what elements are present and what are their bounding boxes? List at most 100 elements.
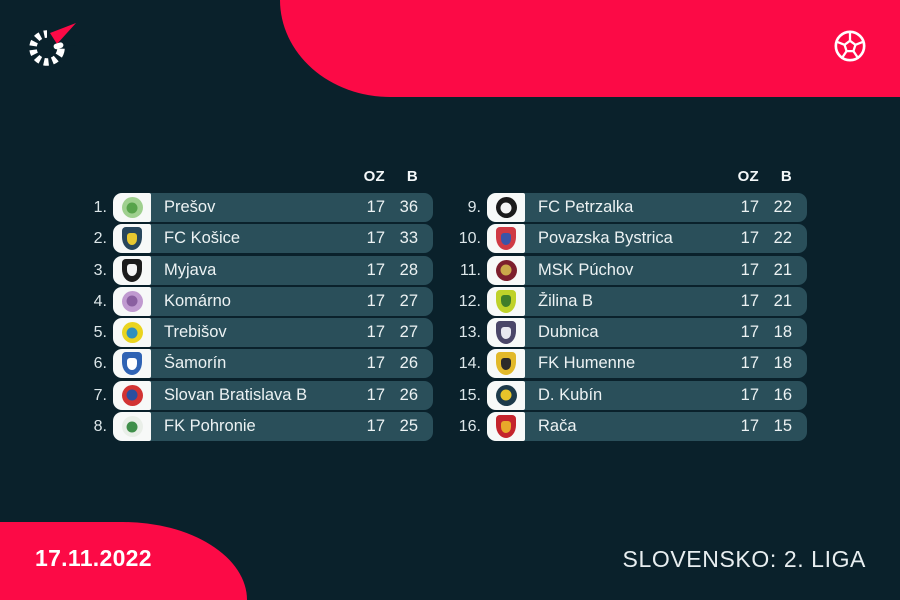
position-label: 11. — [459, 261, 481, 279]
team-row-bar: FK Pohronie 17 25 — [113, 412, 433, 442]
team-row-bar: Dubnica 17 18 — [487, 318, 807, 348]
team-logo-icon — [487, 318, 525, 348]
table-row: 13. Dubnica 17 18 — [434, 318, 807, 348]
points-value: 25 — [399, 417, 418, 436]
matches-played-value: 17 — [740, 260, 759, 279]
table-row: 3. Myjava 17 28 — [60, 255, 433, 285]
points-value: 36 — [399, 198, 418, 216]
table-header: OZ B — [434, 166, 807, 186]
matches-played-value: 17 — [366, 323, 385, 342]
team-logo-icon — [487, 412, 525, 442]
points-value: 18 — [773, 323, 792, 342]
points-value: 28 — [399, 260, 418, 279]
team-logo-icon — [487, 380, 525, 410]
points-value: 26 — [399, 385, 418, 404]
points-value: 22 — [773, 229, 792, 248]
team-name: Šamorín — [164, 354, 227, 373]
matches-played-value: 17 — [740, 198, 759, 216]
column-header-oz: OZ — [363, 167, 385, 185]
points-value: 16 — [773, 385, 792, 404]
table-row: 9. FC Petrzalka 17 22 — [434, 193, 807, 222]
table-rows: 9. FC Petrzalka 17 22 10. Povazska Bystr… — [434, 193, 807, 442]
team-name: Slovan Bratislava B — [164, 385, 308, 404]
team-name: MSK Púchov — [538, 260, 634, 279]
table-row: 8. FK Pohronie 17 25 — [60, 412, 433, 442]
column-header-b: B — [406, 167, 418, 185]
team-logo-icon — [487, 193, 525, 222]
team-row-bar: Trebišov 17 27 — [113, 318, 433, 348]
points-value: 21 — [773, 260, 792, 279]
matches-played-value: 17 — [740, 417, 759, 436]
column-header-b: B — [780, 167, 792, 185]
team-logo-icon — [487, 224, 525, 254]
table-row: 5. Trebišov 17 27 — [60, 318, 433, 348]
team-logo-icon — [487, 255, 525, 285]
team-name: Žilina B — [538, 291, 594, 310]
points-value: 27 — [399, 323, 418, 342]
position-label: 16. — [458, 418, 481, 436]
team-name: Myjava — [164, 260, 217, 279]
team-row-bar: FC Petrzalka 17 22 — [487, 193, 807, 222]
position-label: 5. — [93, 324, 107, 342]
football-icon — [833, 29, 867, 68]
standings-tables: OZ B 1. Prešov 17 36 2. FC Košice 17 33 … — [60, 166, 807, 443]
table-row: 4. Komárno 17 27 — [60, 286, 433, 316]
table-header: OZ B — [60, 166, 433, 186]
table-row: 14. FK Humenne 17 18 — [434, 349, 807, 379]
table-row: 6. Šamorín 17 26 — [60, 349, 433, 379]
matches-played-value: 17 — [366, 291, 385, 310]
position-label: 1. — [93, 199, 107, 216]
matches-played-value: 17 — [366, 260, 385, 279]
position-label: 10. — [458, 230, 481, 248]
team-row-bar: FC Košice 17 33 — [113, 224, 433, 254]
position-label: 4. — [93, 292, 107, 310]
standings-table-left: OZ B 1. Prešov 17 36 2. FC Košice 17 33 … — [60, 166, 433, 443]
position-label: 7. — [93, 386, 107, 404]
team-name: Trebišov — [164, 323, 227, 342]
team-logo-icon — [487, 286, 525, 316]
matches-played-value: 17 — [740, 385, 759, 404]
matches-played-value: 17 — [740, 323, 759, 342]
table-row: 10. Povazska Bystrica 17 22 — [434, 224, 807, 254]
team-logo-icon — [113, 380, 151, 410]
table-row: 12. Žilina B 17 21 — [434, 286, 807, 316]
matches-played-value: 17 — [740, 354, 759, 373]
team-logo-icon — [487, 349, 525, 379]
position-label: 9. — [467, 199, 481, 216]
position-label: 3. — [93, 261, 107, 279]
column-header-oz: OZ — [737, 167, 759, 185]
team-name: Dubnica — [538, 323, 599, 342]
team-row-bar: Šamorín 17 26 — [113, 349, 433, 379]
team-logo-icon — [113, 224, 151, 254]
team-row-bar: Prešov 17 36 — [113, 193, 433, 222]
table-row: 11. MSK Púchov 17 21 — [434, 255, 807, 285]
team-logo-icon — [113, 318, 151, 348]
matches-played-value: 17 — [366, 229, 385, 248]
points-value: 26 — [399, 354, 418, 373]
position-label: 13. — [458, 324, 481, 342]
team-row-bar: Myjava 17 28 — [113, 255, 433, 285]
team-row-bar: Rača 17 15 — [487, 412, 807, 442]
points-value: 21 — [773, 291, 792, 310]
team-name: FC Petrzalka — [538, 198, 634, 216]
team-name: Prešov — [164, 198, 216, 216]
flashscore-logo-icon — [27, 14, 87, 75]
table-row: 1. Prešov 17 36 — [60, 193, 433, 222]
team-row-bar: FK Humenne 17 18 — [487, 349, 807, 379]
team-name: Rača — [538, 417, 577, 436]
team-row-bar: MSK Púchov 17 21 — [487, 255, 807, 285]
league-label: SLOVENSKO: 2. LIGA — [622, 546, 866, 572]
points-value: 27 — [399, 291, 418, 310]
team-name: FC Košice — [164, 229, 241, 248]
points-value: 18 — [773, 354, 792, 373]
date-label: 17.11.2022 — [35, 545, 152, 571]
table-rows: 1. Prešov 17 36 2. FC Košice 17 33 3. My… — [60, 193, 433, 442]
position-label: 12. — [458, 292, 481, 310]
team-row-bar: D. Kubín 17 16 — [487, 380, 807, 410]
team-row-bar: Komárno 17 27 — [113, 286, 433, 316]
matches-played-value: 17 — [366, 354, 385, 373]
team-name: D. Kubín — [538, 385, 603, 404]
team-name: Povazska Bystrica — [538, 229, 673, 248]
matches-played-value: 17 — [366, 198, 385, 216]
team-logo-icon — [113, 349, 151, 379]
